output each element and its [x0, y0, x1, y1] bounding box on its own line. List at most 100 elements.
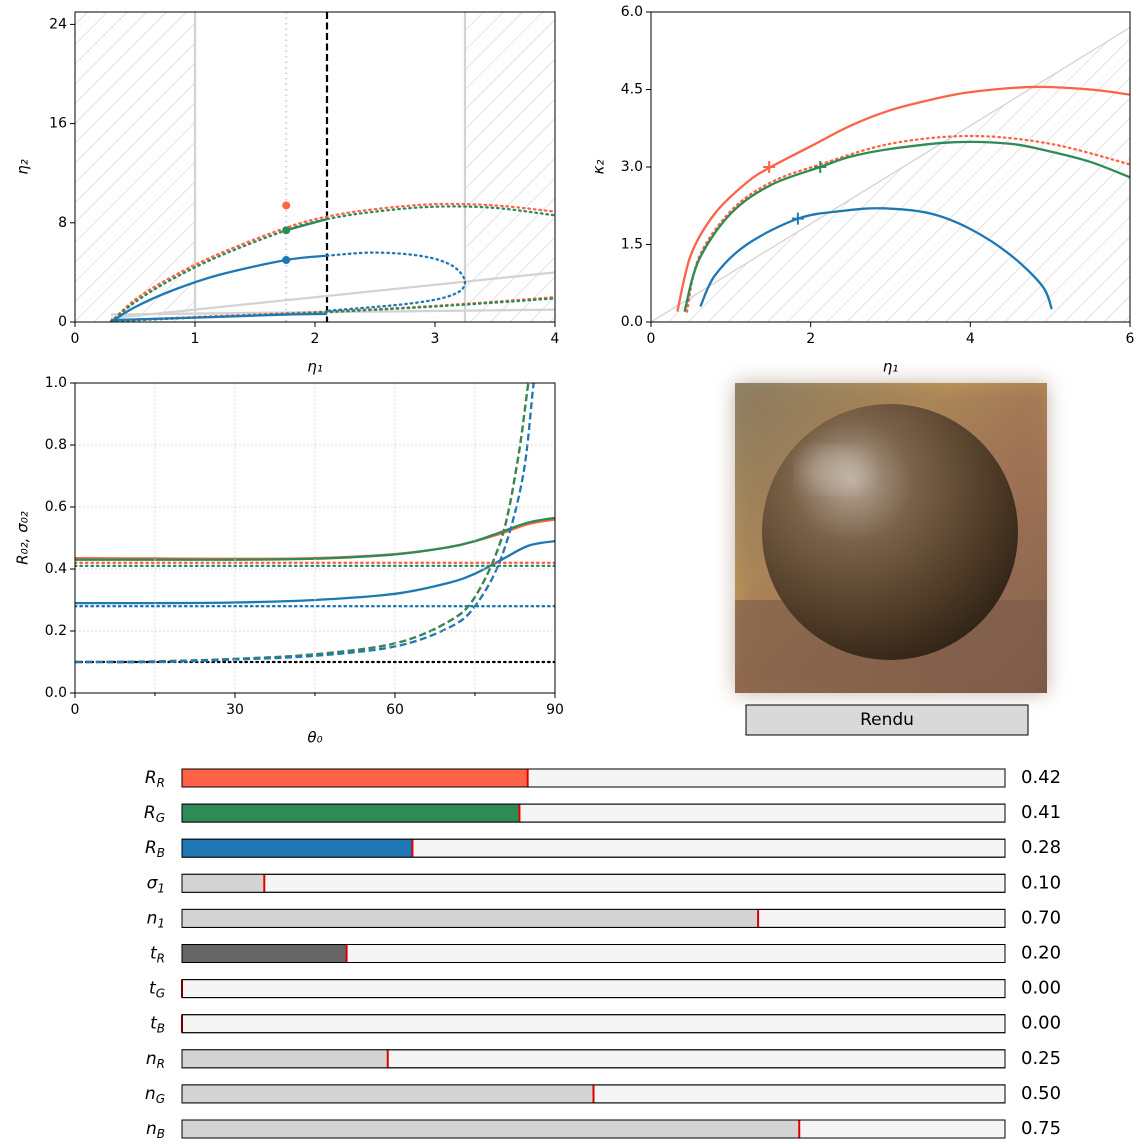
button-label[interactable]: Rendu	[860, 710, 914, 730]
slider[interactable]: tR 0.20	[150, 943, 1061, 966]
slider-label: tG	[149, 979, 165, 1001]
slider[interactable]: nG 0.50	[145, 1083, 1061, 1106]
slider-label: nG	[145, 1084, 165, 1106]
y-tick-label: 0.6	[45, 499, 67, 515]
slider-label-main: n	[146, 1049, 157, 1069]
slider-label-sub: R	[157, 1056, 165, 1070]
hatch-region	[465, 12, 555, 322]
slider-fill	[182, 839, 413, 858]
plot-area	[75, 12, 555, 322]
plot-area	[75, 383, 555, 664]
slider-track	[181, 979, 1006, 999]
y-tick-label: 16	[49, 116, 67, 132]
slider[interactable]: RR 0.42	[145, 767, 1061, 790]
slider-value: 0.50	[1021, 1083, 1061, 1104]
slider-fill	[182, 909, 759, 928]
y-tick-label: 8	[58, 215, 67, 231]
slider-frame	[181, 1049, 1006, 1069]
y-axis-label: κ₂	[590, 160, 608, 175]
slider-label-main: R	[145, 768, 157, 788]
line	[683, 140, 1130, 312]
slider-label-sub: B	[157, 1021, 165, 1035]
slider-label-sub: B	[157, 846, 165, 860]
slider-fill	[182, 804, 520, 823]
axes-frame	[650, 11, 1131, 323]
hatch-region	[651, 26, 1130, 322]
slider-label-sub: R	[157, 776, 165, 790]
x-tick-label: 3	[431, 331, 440, 347]
slider[interactable]: σ1 0.10	[147, 872, 1062, 895]
x-tick-label: 0	[647, 331, 656, 347]
y-tick-label: 0	[58, 314, 67, 330]
slider[interactable]: tB 0.00	[150, 1013, 1061, 1035]
slider-label: nB	[146, 1119, 165, 1141]
y-tick-label: 0.0	[621, 314, 643, 330]
slider-label-sub: G	[156, 986, 165, 1000]
slider-value: 0.42	[1021, 767, 1061, 788]
plot-area	[651, 26, 1130, 322]
slider-value: 0.00	[1021, 1013, 1061, 1034]
slider-label-main: t	[150, 1014, 158, 1034]
line	[110, 312, 328, 322]
point	[282, 256, 291, 264]
x-tick-label: 0	[71, 702, 80, 718]
y-tick-label: 0.2	[45, 623, 67, 639]
slider-value: 0.25	[1021, 1048, 1061, 1069]
y-tick-label: 0.0	[45, 685, 67, 701]
slider[interactable]: nR 0.25	[146, 1048, 1061, 1071]
slider-label-main: R	[145, 838, 157, 858]
marker	[791, 212, 804, 225]
y-tick-label: 4.5	[621, 82, 643, 98]
slider-label: nR	[146, 1049, 165, 1071]
x-axis-label: η₁	[883, 358, 899, 376]
slider-label: tB	[150, 1014, 165, 1035]
x-tick-label: 4	[551, 331, 560, 347]
chart: 0 2 4 6 0.0 1.5 3.0 4.5 6.0 η₁ κ₂	[590, 4, 1135, 376]
slider-frame	[181, 979, 1006, 999]
slider-label: tR	[150, 944, 165, 966]
slider-frame	[181, 1014, 1006, 1034]
x-axis-label: θ₀	[307, 729, 322, 747]
slider[interactable]: RG 0.41	[144, 802, 1061, 825]
slider-label-sub: G	[156, 811, 165, 825]
x-tick-label: 6	[1126, 331, 1135, 347]
line	[109, 297, 555, 322]
slider-label-sub: R	[157, 951, 165, 965]
line	[676, 85, 1130, 312]
x-tick-label: 0	[71, 331, 80, 347]
y-tick-label: 3.0	[621, 159, 643, 175]
line	[75, 516, 555, 561]
slider-value: 0.41	[1021, 802, 1061, 823]
slider-label-main: n	[147, 908, 158, 928]
slider-label-main: σ	[147, 873, 159, 893]
slider[interactable]: RB 0.28	[145, 837, 1061, 860]
slider[interactable]: tG 0.00	[149, 978, 1061, 1001]
slider-label-sub: 1	[157, 916, 165, 930]
line	[685, 134, 1130, 313]
slider-label: RR	[145, 768, 165, 790]
render-button[interactable]: Rendu	[745, 704, 1029, 736]
hatch-region	[75, 12, 195, 322]
slider-value: 0.28	[1021, 837, 1061, 858]
x-tick-label: 90	[546, 702, 564, 718]
slider[interactable]: nB 0.75	[146, 1118, 1061, 1141]
point	[282, 201, 291, 210]
slider-value: 0.75	[1021, 1118, 1061, 1139]
slider[interactable]: n1 0.70	[147, 907, 1062, 930]
slider-frame	[181, 873, 1006, 893]
slider-frame	[181, 1119, 1006, 1139]
marker	[763, 161, 776, 173]
point	[282, 226, 291, 235]
slider-fill	[182, 944, 347, 963]
slider-fill	[182, 1120, 800, 1138]
slider-label-main: R	[144, 803, 156, 823]
chart: 0 30 60 90 0.0 0.2 0.4 0.6 0.8 1.0 θ₀ R₀₂, σ₀₂	[14, 375, 564, 747]
slider-label: RB	[145, 838, 165, 860]
slider-label: RG	[144, 803, 165, 825]
axes-frame	[74, 11, 556, 323]
slider-fill	[182, 769, 528, 787]
x-tick-label: 2	[311, 331, 320, 347]
slider-frame	[181, 803, 1006, 823]
axes-frame	[74, 382, 556, 694]
slider-track	[181, 873, 1006, 893]
